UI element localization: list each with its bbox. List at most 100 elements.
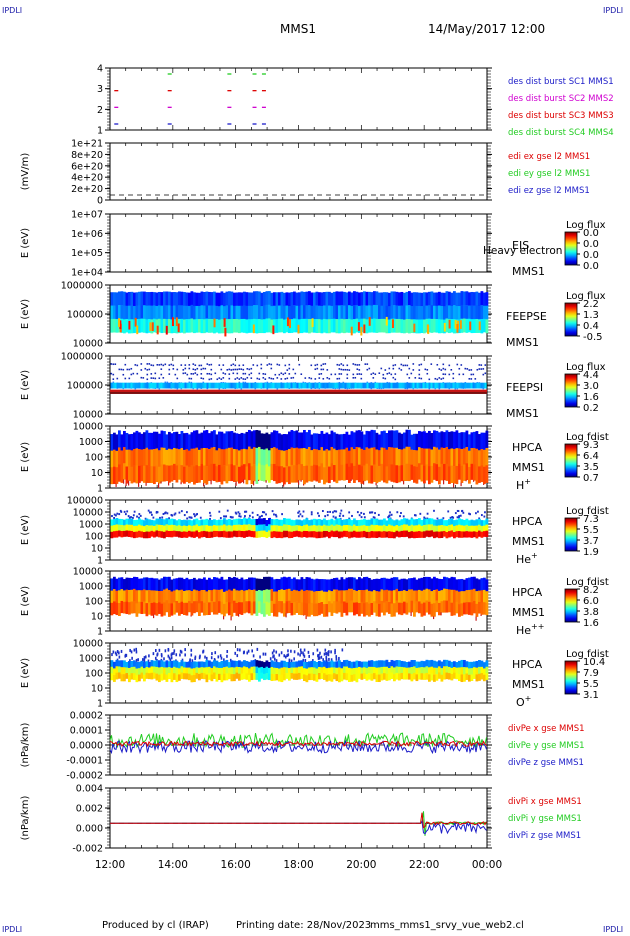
divpi-ytick-label: 0.004: [76, 784, 103, 795]
hpca_h-cell: [431, 466, 434, 483]
hpca_he-cell: [257, 514, 259, 516]
hpca_h-cell: [306, 466, 309, 483]
feepsi-cell: [135, 383, 137, 389]
hpca_hepp-cell: [331, 591, 334, 604]
hpca_he-cell: [209, 512, 211, 514]
hpca_he-cell: [291, 526, 294, 532]
hpca_he-cell: [463, 531, 466, 537]
divpe-legend-2: divPe y gse MMS1: [508, 741, 585, 751]
hpca_hepp-cell: [403, 590, 406, 602]
hpca_o-cell: [318, 661, 321, 667]
hpca_o-cell: [481, 673, 484, 679]
feepsi-cell: [265, 378, 267, 380]
feepse-cell: [401, 292, 404, 306]
hpca_o-cell: [396, 660, 399, 667]
feepse-cell: [451, 319, 454, 332]
hpca_o-cell: [393, 674, 396, 681]
hpca_he-cell: [416, 531, 419, 538]
hpca_h-cell: [391, 464, 394, 481]
hpca_o-cell: [296, 674, 299, 680]
hpca_o-cell: [411, 674, 414, 681]
hpca_o-cell: [366, 668, 369, 675]
feepsi-instrument-label-2: MMS1: [506, 407, 539, 420]
feepse-cell: [476, 319, 479, 333]
feepse-cell: [483, 319, 486, 332]
hpca_o-cell: [298, 673, 301, 680]
hpca_hepp-cell: [153, 590, 156, 602]
hpca_hepp-cell: [183, 591, 186, 603]
feepsi-cell: [269, 377, 271, 379]
feepse-cell: [468, 306, 471, 320]
feepsi-cell: [129, 378, 131, 380]
hpca_hepp-cell: [461, 579, 464, 591]
hpca_he-cell: [441, 531, 444, 538]
hpca_he-cell: [293, 526, 296, 532]
feepsi-cell: [147, 378, 149, 380]
hpca_h-cell: [293, 448, 296, 465]
hpca_he-cell: [427, 513, 429, 515]
hpca_hepp-cell: [253, 578, 256, 590]
hpca_o-cell: [276, 674, 279, 680]
hpca_he-cell: [416, 525, 419, 532]
feepsi-cell: [477, 369, 479, 371]
hpca_o-cell: [259, 655, 261, 658]
hpca_he-cell: [228, 525, 231, 531]
hpca_o-cell: [335, 655, 337, 658]
feepsi-cell: [457, 383, 459, 389]
hpca_he-cell: [173, 531, 176, 537]
hpca_hepp-cell: [176, 578, 179, 590]
hpca_hepp-cell: [153, 614, 154, 618]
hpca_o-cell: [143, 668, 146, 675]
hpca_hepp-cell: [263, 577, 266, 590]
hpca_hepp-cell: [351, 577, 354, 589]
hpca_hepp-cell: [238, 591, 241, 603]
hpca_hepp-cell: [301, 602, 304, 615]
hpca_he-cell: [233, 531, 236, 537]
hpca_h-cell: [411, 465, 414, 480]
hpca_h-cell: [318, 434, 321, 451]
feepsi-cell: [191, 383, 193, 389]
feepse-cell: [373, 305, 376, 319]
hpca_hepp-cell: [436, 589, 439, 601]
hpca_hepp-cell: [363, 577, 366, 590]
divpi-ytick-label: 0.000: [76, 824, 103, 835]
hpca_hepp-cell: [271, 589, 274, 601]
hpca_he-cell: [146, 532, 149, 539]
hpca_h-cell: [351, 463, 354, 479]
hpca_h-cell: [163, 464, 166, 481]
hpca_o-cell: [238, 667, 241, 674]
feepse-cell: [233, 306, 236, 319]
feepsi-cell: [413, 383, 415, 389]
hpca_hepp-cell: [336, 601, 339, 613]
hpca_h-cell: [331, 431, 334, 448]
hpca_he-cell: [246, 519, 249, 525]
feepsi-cell: [445, 383, 447, 389]
hpca_o-cell: [129, 649, 131, 652]
feepsi-cell: [415, 383, 417, 389]
feepse-cell: [363, 291, 366, 305]
hpca_o-cell: [136, 669, 139, 676]
hpca_he-cell: [286, 531, 289, 537]
hpca_o-cell: [251, 649, 253, 652]
hpca_h-cell: [456, 430, 459, 448]
hpca_hepp-cell: [141, 602, 144, 614]
feepsi-cell: [263, 383, 265, 389]
hpca_hepp-cell: [328, 590, 331, 601]
feepsi-cell: [241, 377, 243, 379]
hpca_hepp-cell: [268, 590, 271, 603]
feepsi-cell: [335, 374, 337, 376]
feepsi-cell: [325, 383, 327, 389]
feepsi-cell: [181, 383, 183, 389]
hpca_hepp-cell: [281, 577, 284, 589]
feepsi-cell: [265, 383, 267, 389]
eis-frame: [110, 214, 487, 272]
hpca_hepp-cell: [471, 602, 474, 615]
feepse-cell: [126, 293, 129, 307]
hpca_he-cell: [236, 519, 239, 525]
hpca_h-cell: [203, 431, 206, 449]
hpca_he-cell: [418, 531, 421, 538]
hpca_o-cell: [478, 674, 481, 681]
hpca_h-cell: [461, 449, 464, 466]
feepsi-cell: [471, 374, 473, 376]
hpca_hepp-cell: [431, 604, 434, 617]
